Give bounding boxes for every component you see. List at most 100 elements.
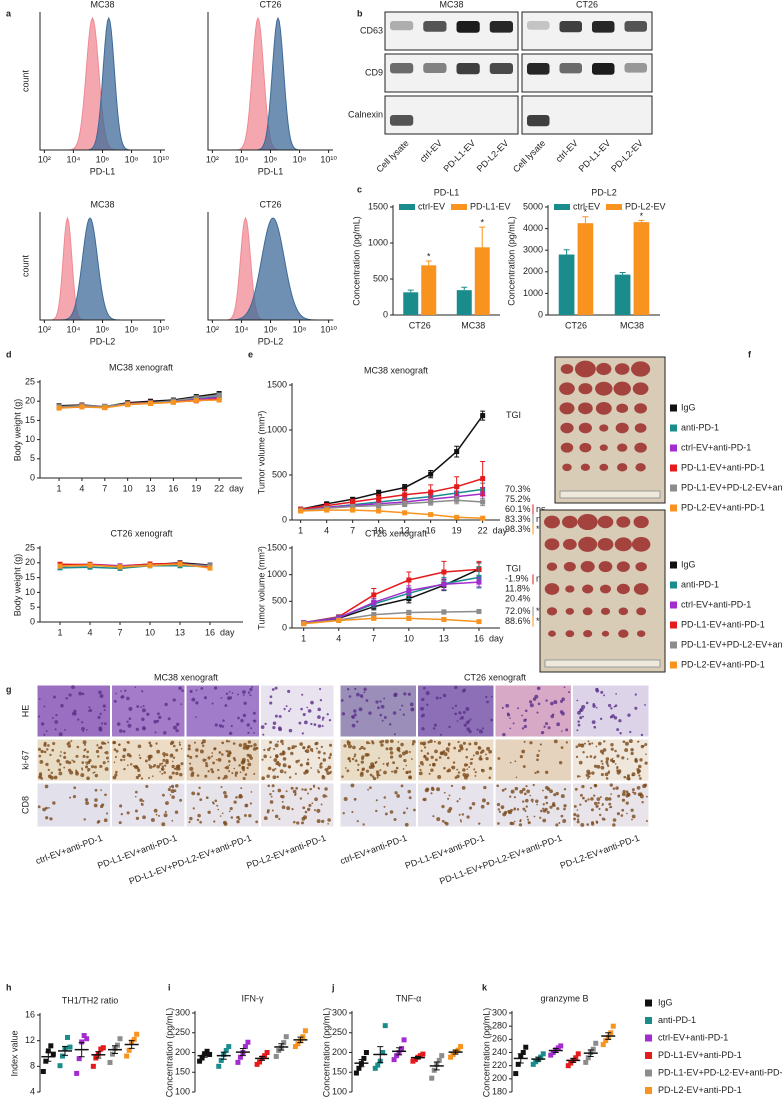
ihc-cell	[295, 787, 299, 790]
significance: *	[427, 251, 431, 261]
ihc-cell	[84, 765, 88, 769]
ihc-cell	[157, 712, 160, 716]
ihc-cell	[306, 763, 309, 766]
ihc-cell	[323, 752, 326, 755]
ihc-cell	[85, 729, 88, 731]
x-tick-label: 7	[117, 627, 122, 637]
ihc-cell	[536, 711, 539, 714]
ihc-cell	[630, 808, 634, 812]
ihc-cell	[551, 803, 555, 807]
ihc-cell	[47, 744, 50, 747]
ihc-cell	[212, 761, 215, 765]
ihc-cell	[546, 810, 550, 814]
ihc-cell	[165, 753, 169, 757]
ihc-cell	[466, 768, 469, 770]
ihc-cell	[359, 694, 364, 698]
ihc-cell	[609, 806, 611, 809]
ihc-cell	[406, 807, 409, 810]
ihc-cell	[524, 718, 527, 721]
x-tick-label: 16	[474, 633, 484, 643]
ihc-cell	[638, 774, 641, 777]
ihc-row-label: HE	[20, 705, 30, 718]
tumor	[562, 463, 572, 472]
ihc-cell	[444, 821, 447, 825]
ihc-cell	[93, 803, 98, 808]
dot	[573, 1055, 579, 1061]
ihc-cell	[377, 706, 380, 710]
ihc-cell	[351, 723, 356, 728]
ihc-cell	[605, 760, 609, 764]
ihc-cell	[53, 695, 56, 699]
ihc-cell	[598, 807, 601, 810]
panel-label: i	[168, 982, 171, 992]
point	[117, 564, 123, 570]
ihc-cell	[481, 798, 486, 803]
ihc-cell	[195, 701, 199, 705]
ihc-cell	[65, 696, 68, 700]
dot	[523, 1044, 529, 1050]
ihc-cell	[87, 760, 91, 765]
x-tick-label: 16	[426, 525, 436, 535]
ihc-cell	[172, 786, 174, 789]
ihc-cell	[389, 810, 394, 814]
y-tick-label: 200	[332, 1047, 347, 1057]
ihc-cell	[199, 798, 203, 802]
ihc-cell	[127, 741, 130, 744]
ihc-cell	[478, 729, 483, 734]
lane-label: Cell lysate	[374, 138, 410, 174]
ihc-cell	[120, 812, 124, 816]
ihc-cell	[542, 807, 545, 810]
ihc-cell	[138, 754, 141, 757]
ihc-cell	[457, 740, 460, 744]
ihc-cell	[148, 763, 151, 766]
ihc-cell	[113, 748, 117, 751]
series-line	[300, 499, 483, 511]
ihc-cell	[645, 753, 647, 756]
ihc-cell	[586, 823, 590, 826]
sem-bar	[358, 1059, 365, 1068]
tumor	[580, 463, 590, 472]
ihc-cell	[634, 693, 637, 696]
ihc-cell	[230, 724, 233, 728]
ihc-cell	[228, 731, 233, 736]
legend-label: IgG	[658, 997, 673, 1007]
ihc-cell	[271, 784, 275, 788]
ihc-cell	[242, 690, 246, 694]
tumor	[636, 630, 646, 638]
flow-title: CT26	[259, 0, 281, 9]
ihc-cell	[357, 763, 360, 766]
ihc-cell	[393, 817, 397, 821]
ihc-cell	[215, 758, 218, 761]
ihc-cell	[458, 797, 461, 800]
ihc-cell	[224, 704, 228, 707]
y-tick-label: 220	[492, 1060, 507, 1070]
chart-title: CT26 xenograft	[110, 528, 173, 538]
ihc-cell	[98, 690, 102, 695]
flow-frame	[39, 212, 165, 321]
ihc-cell	[456, 774, 460, 779]
ihc-cell	[105, 812, 109, 815]
dot	[600, 1042, 606, 1048]
ihc-cell	[447, 797, 450, 800]
flow-tick-label: 10⁴	[234, 154, 248, 164]
ihc-cell	[446, 756, 450, 760]
ihc-cell	[235, 775, 237, 777]
ihc-cell	[191, 771, 195, 775]
ihc-cell	[625, 790, 629, 794]
ihc-cell	[290, 786, 294, 790]
point	[324, 507, 330, 513]
ihc-cell	[621, 798, 626, 802]
ihc-cell	[609, 758, 614, 762]
ihc-cell	[604, 772, 609, 777]
point	[376, 508, 382, 514]
ihc-cell	[563, 807, 566, 811]
ihc-cell	[51, 717, 54, 719]
blot-band	[624, 63, 647, 73]
tumor	[613, 381, 631, 396]
ihc-cell	[456, 720, 459, 722]
point	[350, 507, 356, 513]
dot	[439, 1053, 445, 1059]
flow-title: MC38	[90, 0, 114, 9]
ihc-cell	[178, 686, 182, 690]
blot-band	[559, 63, 582, 74]
